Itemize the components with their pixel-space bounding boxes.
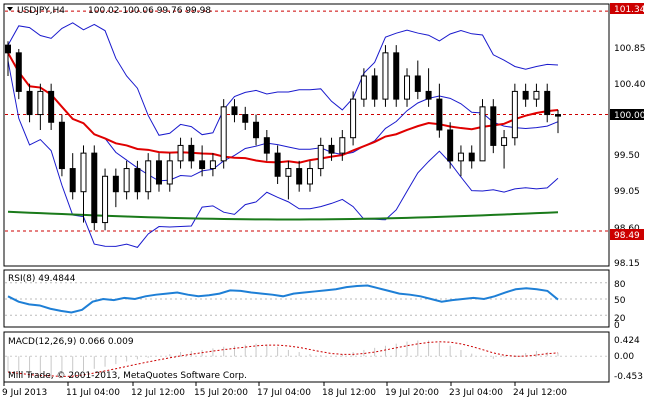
time-label: 12 Jul 12:00 (131, 388, 185, 398)
candle-body[interactable] (468, 152, 475, 162)
price-label: 100.85 (614, 44, 646, 54)
candle-body[interactable] (145, 160, 152, 193)
candle-body[interactable] (285, 168, 292, 177)
candle-body[interactable] (220, 106, 227, 162)
candle-body[interactable] (199, 160, 206, 170)
candle-body[interactable] (522, 90, 529, 100)
macd-level: -0.453 (614, 372, 643, 382)
rsi-level: 80 (614, 280, 626, 290)
candle-body[interactable] (231, 106, 238, 116)
candle-body[interactable] (339, 137, 346, 154)
copyright-text: Mill Trade, © 2001-2013, MetaQuotes Soft… (8, 371, 247, 381)
candle-body[interactable] (436, 98, 443, 131)
candle-body[interactable] (209, 160, 216, 170)
candle-body[interactable] (274, 152, 281, 177)
candle-body[interactable] (102, 175, 109, 224)
candle-body[interactable] (166, 160, 173, 185)
macd-level: 0.00 (614, 352, 634, 362)
candle-body[interactable] (457, 152, 464, 162)
price-tag-bottom: 98.49 (614, 231, 640, 241)
candle-body[interactable] (414, 75, 421, 92)
moving-average-green (7, 210, 559, 221)
rsi-level: 20 (614, 314, 626, 324)
candle-body[interactable] (112, 175, 119, 193)
bollinger-upper (7, 22, 559, 136)
bollinger-lower (7, 60, 559, 248)
candle-body[interactable] (134, 168, 141, 193)
candle-body[interactable] (317, 144, 324, 170)
rsi-line (7, 284, 559, 314)
candle-body[interactable] (360, 75, 367, 100)
candle-body[interactable] (555, 114, 561, 117)
candle-body[interactable] (511, 90, 518, 139)
candle-body[interactable] (80, 152, 87, 193)
candle-body[interactable] (155, 160, 162, 185)
time-label: 17 Jul 04:00 (257, 388, 311, 398)
macd-signal-line (7, 341, 559, 377)
candle-body[interactable] (447, 129, 454, 162)
candle-body[interactable] (501, 137, 508, 146)
rsi-label: RSI(8) 49.4844 (8, 274, 76, 284)
macd-level: 0.424 (614, 336, 640, 346)
candle-body[interactable] (350, 98, 357, 139)
candle-body[interactable] (328, 144, 335, 154)
candle-body[interactable] (382, 52, 389, 100)
candle-body[interactable] (15, 52, 22, 92)
candle-body[interactable] (425, 90, 432, 100)
candle-body[interactable] (177, 144, 184, 162)
time-label: 9 Jul 2013 (2, 388, 47, 398)
candle-body[interactable] (533, 90, 540, 100)
macd-label: MACD(12,26,9) 0.066 0.009 (8, 337, 134, 347)
candle-body[interactable] (393, 52, 400, 100)
rsi-level: 0 (614, 321, 620, 331)
ohlc-values: 100.02 100.06 99.76 99.98 (88, 6, 211, 16)
time-label: 24 Jul 12:00 (513, 388, 567, 398)
price-tag-top: 101.34 (614, 5, 646, 15)
moving-average-red (7, 52, 559, 164)
candle-body[interactable] (91, 152, 98, 224)
candle-body[interactable] (490, 106, 497, 146)
price-label: 100.40 (614, 80, 646, 90)
candle-body[interactable] (48, 90, 55, 123)
candle-body[interactable] (188, 144, 195, 162)
price-label: 98.15 (614, 259, 640, 269)
candle-body[interactable] (37, 90, 44, 116)
candle-body[interactable] (544, 90, 551, 116)
price-tag-current: 100.00 (614, 111, 646, 121)
candle-body[interactable] (404, 75, 411, 100)
price-label: 99.05 (614, 187, 640, 197)
time-label: 11 Jul 04:00 (66, 388, 120, 398)
candle-body[interactable] (26, 90, 33, 116)
symbol-timeframe: USDJPY,H4 (17, 6, 65, 16)
candle-body[interactable] (123, 168, 130, 193)
candle-body[interactable] (371, 75, 378, 100)
symbol-dropdown-icon[interactable] (7, 7, 13, 11)
candle-body[interactable] (58, 121, 65, 170)
candle-body[interactable] (306, 168, 313, 185)
candle-body[interactable] (253, 121, 260, 139)
time-label: 15 Jul 20:00 (194, 388, 248, 398)
candle-body[interactable] (5, 44, 11, 54)
candle-body[interactable] (263, 137, 270, 154)
candle-body[interactable] (479, 106, 486, 162)
price-label: 99.50 (614, 151, 640, 161)
rsi-level: 50 (614, 296, 626, 306)
time-label: 23 Jul 04:00 (449, 388, 503, 398)
candle-body[interactable] (69, 168, 76, 193)
time-label: 18 Jul 12:00 (322, 388, 376, 398)
candle-body[interactable] (242, 114, 249, 123)
time-label: 19 Jul 20:00 (385, 388, 439, 398)
candle-body[interactable] (296, 168, 303, 185)
